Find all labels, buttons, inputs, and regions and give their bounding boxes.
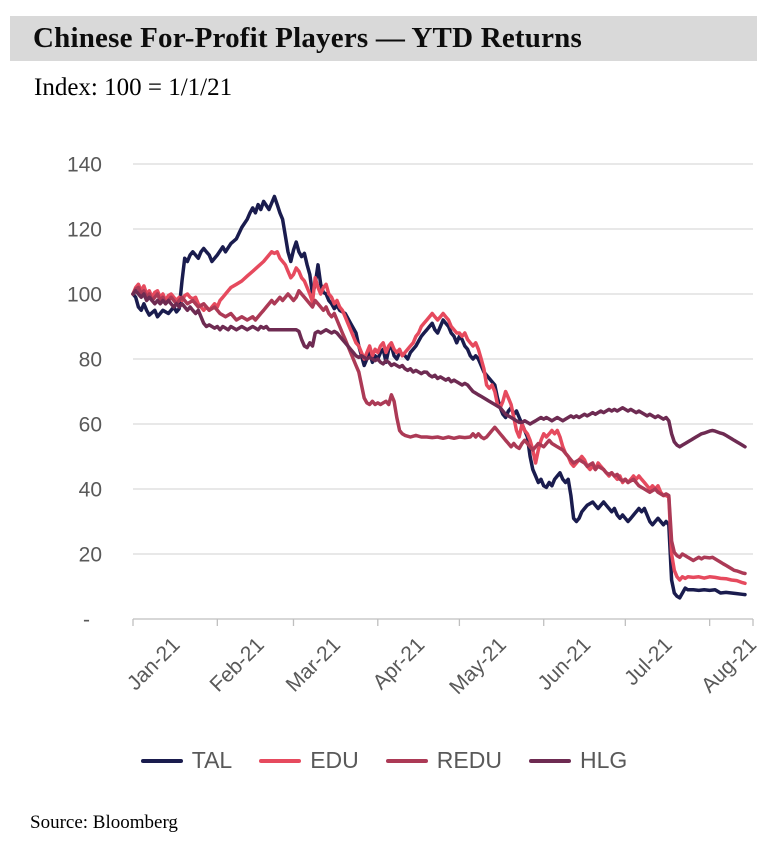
gridlines: [133, 163, 753, 555]
svg-text:Jun-21: Jun-21: [534, 633, 596, 695]
legend-item-redu: REDU: [385, 747, 502, 774]
chart-title-bar: Chinese For-Profit Players — YTD Returns: [10, 16, 757, 61]
legend-item-hlg: HLG: [528, 747, 628, 774]
series-line-hlg: [131, 289, 747, 449]
svg-text:Feb-21: Feb-21: [206, 633, 269, 696]
x-axis-labels: Jan-21 Feb-21 Mar-21 Apr-21 May-21 Jun-21 Jul-…: [123, 633, 760, 699]
svg-text:May-21: May-21: [445, 633, 511, 699]
edu-line-swatch-icon: [259, 758, 302, 763]
legend-label-tal: TAL: [191, 747, 233, 773]
chart-title: Chinese For-Profit Players — YTD Returns: [33, 22, 582, 54]
series-line-tal: [131, 194, 747, 600]
svg-text:-: -: [83, 609, 90, 632]
legend-label-edu: EDU: [310, 747, 359, 773]
legend-item-edu: EDU: [259, 747, 359, 774]
legend-label-redu: REDU: [436, 747, 502, 773]
svg-text:Aug-21: Aug-21: [697, 633, 760, 697]
legend-label-hlg: HLG: [579, 747, 628, 773]
y-axis-labels: 140 120 100 80 60 40 20 -: [67, 154, 102, 632]
svg-text:Jan-21: Jan-21: [123, 633, 185, 695]
chart-legend: TAL EDU REDU HLG: [0, 747, 768, 774]
svg-text:120: 120: [67, 219, 102, 242]
svg-text:80: 80: [79, 349, 102, 372]
svg-text:40: 40: [79, 479, 102, 502]
svg-text:100: 100: [67, 284, 102, 307]
svg-text:Jul-21: Jul-21: [620, 633, 677, 690]
svg-text:60: 60: [79, 414, 102, 437]
svg-text:20: 20: [79, 544, 102, 567]
legend-item-tal: TAL: [140, 747, 233, 774]
redu-line-swatch-icon: [385, 758, 428, 763]
svg-text:140: 140: [67, 154, 102, 177]
chart-subtitle: Index: 100 = 1/1/21: [34, 74, 233, 101]
tal-line-swatch-icon: [140, 758, 183, 763]
x-axis: [132, 618, 754, 626]
series-lines: [131, 194, 747, 600]
line-chart: 140 120 100 80 60 40 20 - Jan-21 Feb-21 Mar-21 Apr-…: [67, 154, 760, 700]
source-note: Source: Bloomberg: [30, 812, 178, 833]
series-line-redu: [131, 285, 747, 576]
hlg-line-swatch-icon: [528, 758, 571, 763]
svg-text:Mar-21: Mar-21: [282, 633, 345, 696]
svg-text:Apr-21: Apr-21: [369, 633, 430, 694]
